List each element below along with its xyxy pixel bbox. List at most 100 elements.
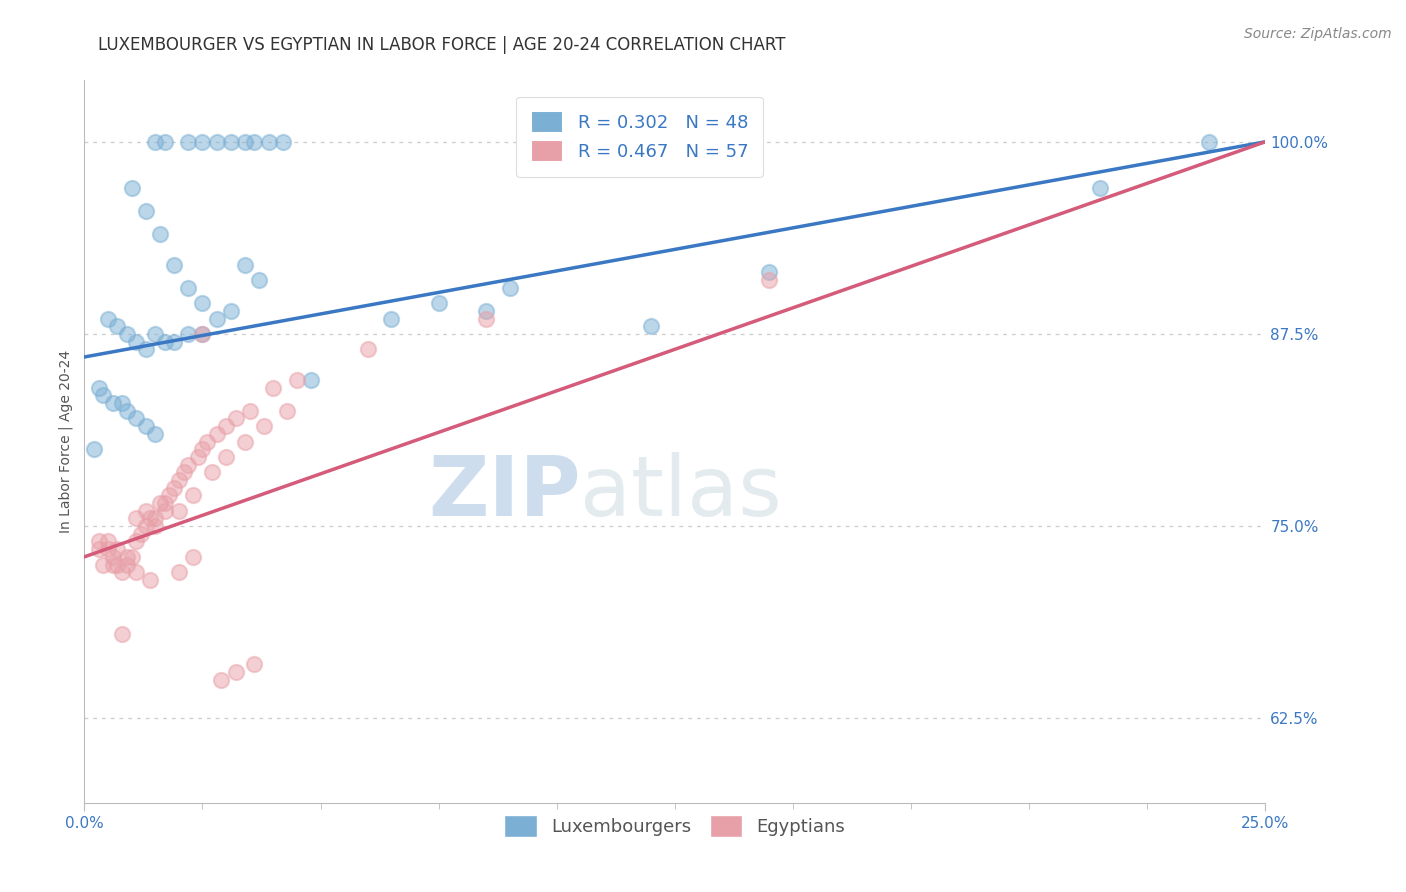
Point bbox=[173, 465, 195, 479]
Point bbox=[253, 419, 276, 434]
Point bbox=[107, 319, 129, 334]
Point bbox=[380, 311, 402, 326]
Point bbox=[111, 626, 134, 640]
Point bbox=[262, 381, 284, 395]
Point bbox=[121, 549, 143, 564]
Point bbox=[135, 419, 157, 434]
Point bbox=[177, 281, 200, 295]
Point bbox=[91, 558, 114, 572]
Point bbox=[107, 542, 129, 557]
Point bbox=[1198, 135, 1220, 149]
Text: LUXEMBOURGER VS EGYPTIAN IN LABOR FORCE | AGE 20-24 CORRELATION CHART: LUXEMBOURGER VS EGYPTIAN IN LABOR FORCE … bbox=[98, 36, 786, 54]
Point bbox=[153, 496, 176, 510]
Point bbox=[115, 326, 138, 341]
Point bbox=[135, 504, 157, 518]
Point bbox=[87, 381, 110, 395]
Point bbox=[209, 673, 232, 687]
Legend: Luxembourgers, Egyptians: Luxembourgers, Egyptians bbox=[498, 808, 852, 845]
Point bbox=[143, 326, 166, 341]
Point bbox=[191, 326, 214, 341]
Point bbox=[233, 258, 256, 272]
Point bbox=[163, 481, 186, 495]
Point bbox=[167, 565, 190, 579]
Point bbox=[97, 534, 120, 549]
Point bbox=[191, 135, 214, 149]
Point bbox=[167, 473, 190, 487]
Point bbox=[195, 434, 218, 449]
Point bbox=[357, 343, 380, 357]
Point bbox=[498, 281, 520, 295]
Point bbox=[125, 565, 148, 579]
Point bbox=[125, 534, 148, 549]
Point bbox=[475, 304, 498, 318]
Point bbox=[101, 549, 124, 564]
Point bbox=[135, 343, 157, 357]
Text: ZIP: ZIP bbox=[427, 451, 581, 533]
Point bbox=[181, 549, 204, 564]
Point bbox=[243, 657, 266, 672]
Point bbox=[177, 326, 200, 341]
Point bbox=[191, 296, 214, 310]
Point bbox=[219, 135, 242, 149]
Point bbox=[149, 227, 172, 241]
Point bbox=[475, 311, 498, 326]
Point bbox=[187, 450, 209, 464]
Point bbox=[215, 450, 238, 464]
Point bbox=[87, 534, 110, 549]
Point bbox=[97, 311, 120, 326]
Point bbox=[239, 404, 262, 418]
Point bbox=[91, 388, 114, 402]
Point bbox=[153, 135, 176, 149]
Point bbox=[219, 304, 242, 318]
Point bbox=[115, 558, 138, 572]
Text: Source: ZipAtlas.com: Source: ZipAtlas.com bbox=[1244, 27, 1392, 41]
Point bbox=[177, 458, 200, 472]
Point bbox=[271, 135, 294, 149]
Point bbox=[191, 442, 214, 457]
Text: atlas: atlas bbox=[581, 451, 782, 533]
Point bbox=[163, 334, 186, 349]
Point bbox=[243, 135, 266, 149]
Point bbox=[97, 542, 120, 557]
Point bbox=[101, 558, 124, 572]
Point bbox=[225, 665, 247, 680]
Point bbox=[115, 549, 138, 564]
Point bbox=[299, 373, 322, 387]
Point bbox=[285, 373, 308, 387]
Point bbox=[125, 334, 148, 349]
Point bbox=[157, 488, 180, 502]
Point bbox=[129, 526, 152, 541]
Point bbox=[205, 426, 228, 441]
Point bbox=[201, 465, 224, 479]
Point bbox=[177, 135, 200, 149]
Point bbox=[149, 496, 172, 510]
Point bbox=[257, 135, 280, 149]
Point bbox=[143, 511, 166, 525]
Point bbox=[233, 135, 256, 149]
Point bbox=[758, 265, 780, 279]
Point bbox=[125, 511, 148, 525]
Point bbox=[125, 411, 148, 425]
Point bbox=[139, 573, 162, 587]
Point bbox=[758, 273, 780, 287]
Point bbox=[167, 504, 190, 518]
Point bbox=[143, 519, 166, 533]
Point bbox=[135, 203, 157, 218]
Point bbox=[427, 296, 450, 310]
Point bbox=[111, 396, 134, 410]
Point bbox=[640, 319, 662, 334]
Point bbox=[121, 181, 143, 195]
Point bbox=[191, 326, 214, 341]
Point bbox=[181, 488, 204, 502]
Point bbox=[153, 334, 176, 349]
Point bbox=[135, 519, 157, 533]
Point bbox=[87, 542, 110, 557]
Point bbox=[247, 273, 270, 287]
Point bbox=[139, 511, 162, 525]
Point bbox=[225, 411, 247, 425]
Point bbox=[215, 419, 238, 434]
Y-axis label: In Labor Force | Age 20-24: In Labor Force | Age 20-24 bbox=[59, 350, 73, 533]
Point bbox=[153, 504, 176, 518]
Point bbox=[115, 404, 138, 418]
Point bbox=[143, 426, 166, 441]
